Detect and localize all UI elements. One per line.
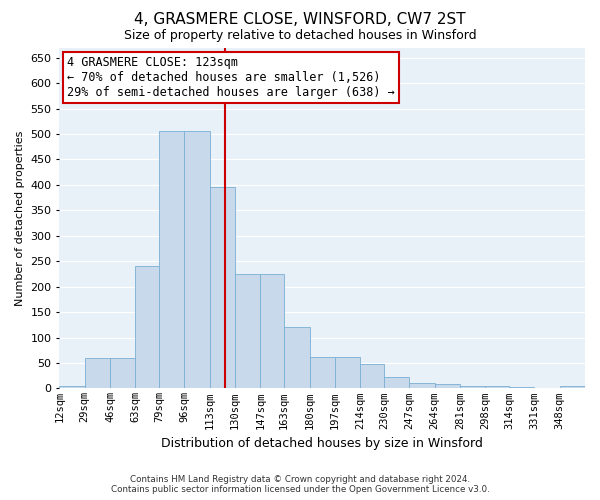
Bar: [460, 386, 485, 388]
Text: 4 GRASMERE CLOSE: 123sqm
← 70% of detached houses are smaller (1,526)
29% of sem: 4 GRASMERE CLOSE: 123sqm ← 70% of detach…: [67, 56, 395, 99]
Bar: [210, 188, 235, 388]
Bar: [184, 132, 210, 388]
Bar: [85, 358, 110, 388]
Bar: [159, 132, 184, 388]
Bar: [260, 274, 284, 388]
Y-axis label: Number of detached properties: Number of detached properties: [15, 130, 25, 306]
Bar: [560, 386, 585, 388]
Bar: [409, 384, 434, 388]
Bar: [235, 274, 260, 388]
Bar: [384, 377, 409, 388]
Bar: [59, 386, 85, 388]
Bar: [434, 384, 460, 388]
X-axis label: Distribution of detached houses by size in Winsford: Distribution of detached houses by size …: [161, 437, 483, 450]
Bar: [335, 357, 360, 388]
Bar: [284, 328, 310, 388]
Bar: [310, 357, 335, 388]
Text: Contains HM Land Registry data © Crown copyright and database right 2024.
Contai: Contains HM Land Registry data © Crown c…: [110, 474, 490, 494]
Bar: [360, 364, 384, 388]
Bar: [485, 386, 509, 388]
Text: 4, GRASMERE CLOSE, WINSFORD, CW7 2ST: 4, GRASMERE CLOSE, WINSFORD, CW7 2ST: [134, 12, 466, 28]
Bar: [110, 358, 135, 388]
Bar: [135, 266, 159, 388]
Text: Size of property relative to detached houses in Winsford: Size of property relative to detached ho…: [124, 29, 476, 42]
